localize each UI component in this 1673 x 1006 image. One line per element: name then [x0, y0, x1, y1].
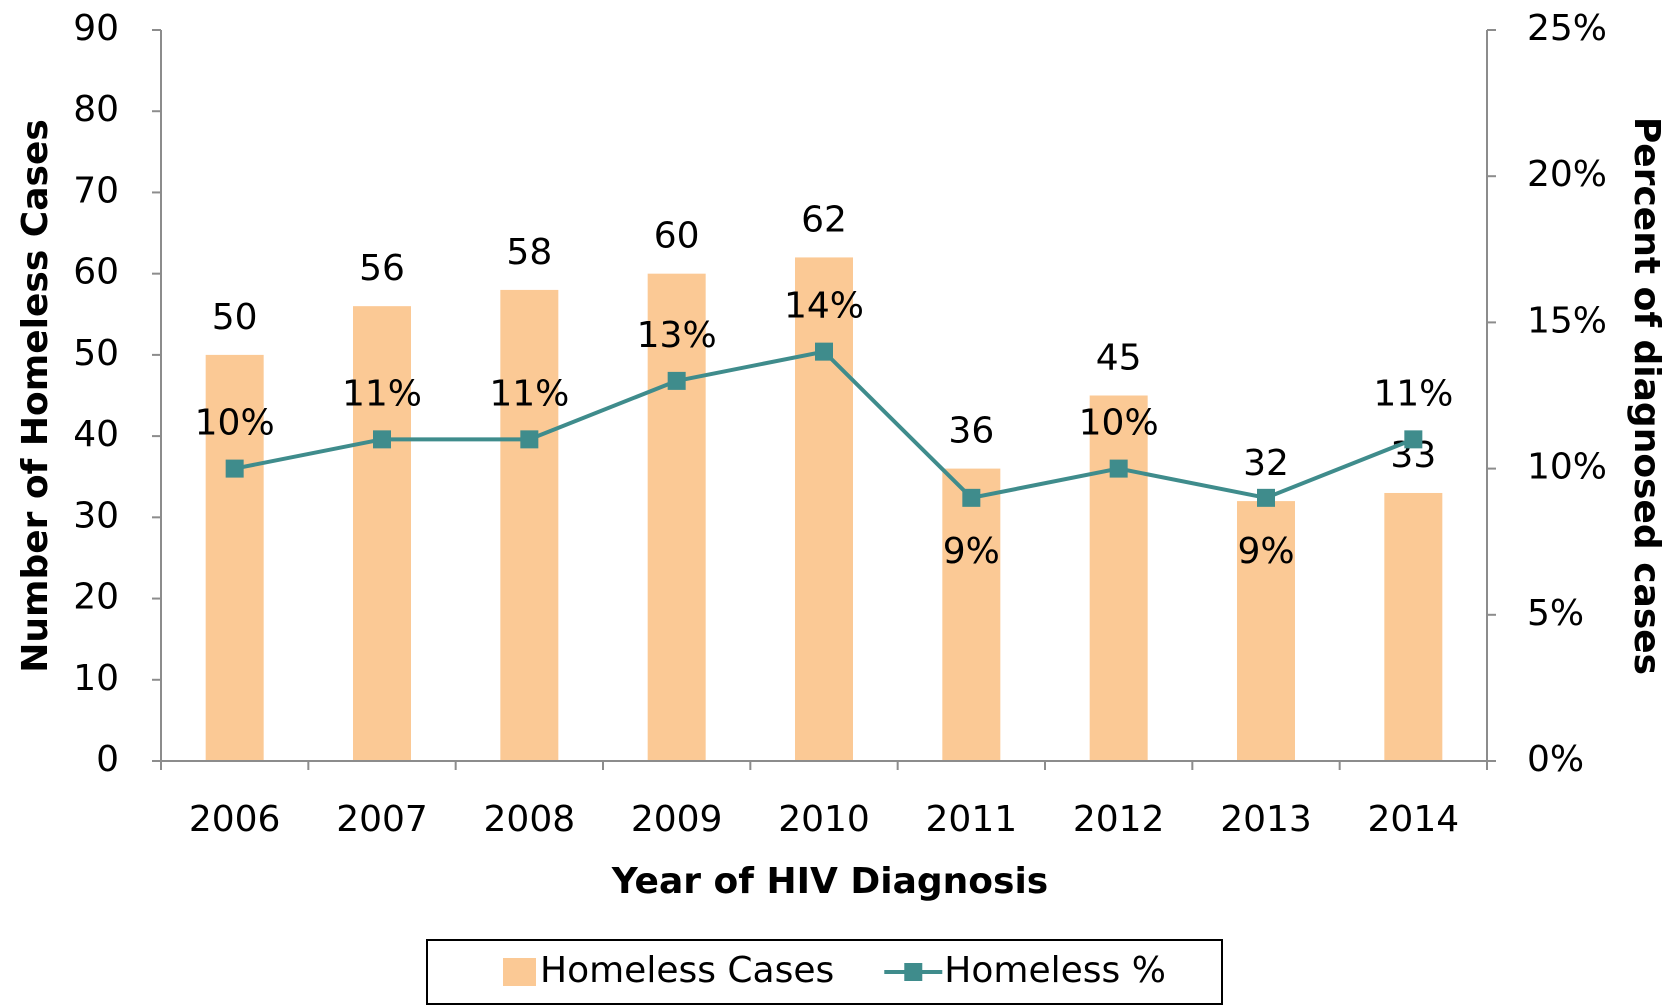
- line-value-label: 14%: [784, 286, 864, 327]
- line-marker: [373, 430, 391, 449]
- line-value-label: 10%: [1079, 403, 1159, 444]
- bar-value-label: 50: [212, 297, 258, 338]
- bar-value-label: 45: [1096, 338, 1142, 379]
- bar: [1384, 492, 1443, 761]
- line-value-label: 11%: [1373, 373, 1453, 414]
- line-value-label: 9%: [943, 531, 1000, 572]
- x-tick-label: 2008: [484, 799, 576, 840]
- x-tick-label: 2009: [631, 799, 723, 840]
- bar-value-label: 62: [801, 199, 847, 240]
- bar-value-label: 32: [1243, 443, 1289, 484]
- bar: [1089, 395, 1148, 761]
- bar: [1237, 501, 1295, 761]
- y2-tick-label: 10%: [1527, 447, 1607, 488]
- line-value-label: 11%: [342, 373, 422, 414]
- x-tick-label: 2007: [336, 799, 428, 840]
- legend-swatch: [503, 958, 536, 986]
- line-value-label: 13%: [637, 315, 717, 356]
- bar: [353, 306, 411, 761]
- bar: [500, 289, 559, 761]
- y-tick-label: 10: [73, 658, 119, 699]
- y2-tick-label: 0%: [1527, 739, 1584, 780]
- line-value-label: 10%: [195, 403, 275, 444]
- y-tick-label: 30: [73, 495, 119, 536]
- y-tick-label: 0: [96, 739, 119, 780]
- y-tick-label: 50: [73, 333, 119, 374]
- y2-axis-title: Percent of diagnosed cases: [1626, 117, 1667, 675]
- line-value-label: 11%: [489, 373, 569, 414]
- line-value-label: 9%: [1237, 531, 1294, 572]
- x-tick-label: 2010: [778, 799, 870, 840]
- y-tick-label: 80: [73, 89, 119, 130]
- legend-label: Homeless %: [944, 950, 1166, 991]
- bar: [795, 257, 853, 761]
- y2-tick-label: 25%: [1527, 8, 1607, 49]
- x-tick-label: 2011: [926, 799, 1018, 840]
- line-marker: [520, 430, 539, 449]
- legend-label: Homeless Cases: [540, 950, 834, 991]
- bar-value-label: 56: [359, 248, 405, 289]
- line-marker: [962, 488, 981, 507]
- line-marker: [225, 459, 244, 478]
- y-tick-label: 40: [73, 414, 119, 455]
- y-axis-title: Number of Homeless Cases: [15, 119, 56, 673]
- y-tick-label: 90: [73, 8, 119, 49]
- x-tick-label: 2014: [1368, 799, 1460, 840]
- legend-box: [426, 939, 1223, 1005]
- y2-tick-label: 15%: [1527, 300, 1607, 341]
- x-tick-label: 2013: [1220, 799, 1312, 840]
- bar-value-label: 60: [654, 216, 700, 257]
- x-tick-label: 2006: [189, 799, 281, 840]
- bar-value-label: 36: [948, 411, 994, 452]
- bar-value-label: 58: [506, 232, 552, 273]
- legend-swatch-marker: [904, 963, 923, 981]
- x-axis-title: Year of HIV Diagnosis: [611, 861, 1048, 902]
- y2-tick-label: 20%: [1527, 154, 1607, 195]
- line-marker: [667, 371, 686, 390]
- line-marker: [1257, 488, 1275, 507]
- bar: [942, 468, 1001, 761]
- x-tick-label: 2012: [1073, 799, 1165, 840]
- line-marker: [815, 342, 833, 361]
- bar: [647, 273, 706, 761]
- y-tick-label: 70: [73, 170, 119, 211]
- bar: [205, 354, 264, 761]
- line-marker: [1109, 459, 1128, 478]
- y2-tick-label: 5%: [1527, 593, 1584, 634]
- line-marker: [1404, 430, 1423, 449]
- y-tick-label: 60: [73, 252, 119, 293]
- y-tick-label: 20: [73, 577, 119, 618]
